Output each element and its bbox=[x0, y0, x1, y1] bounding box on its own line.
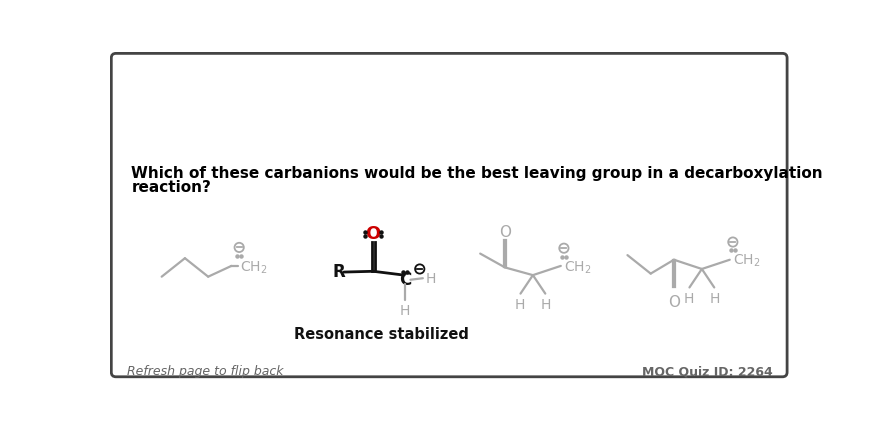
Text: C: C bbox=[398, 271, 410, 289]
Text: Which of these carbanions would be the best leaving group in a decarboxylation: Which of these carbanions would be the b… bbox=[132, 166, 822, 181]
Text: H: H bbox=[425, 272, 436, 286]
Text: MOC Quiz ID: 2264: MOC Quiz ID: 2264 bbox=[642, 365, 773, 378]
Text: R: R bbox=[332, 263, 346, 281]
Text: O: O bbox=[667, 295, 679, 310]
Text: H: H bbox=[682, 292, 693, 306]
FancyBboxPatch shape bbox=[111, 54, 786, 377]
Text: reaction?: reaction? bbox=[132, 181, 211, 195]
Text: H: H bbox=[540, 298, 551, 312]
Text: CH$_2$: CH$_2$ bbox=[563, 259, 591, 276]
Text: H: H bbox=[399, 304, 410, 318]
Text: H: H bbox=[709, 292, 719, 306]
Text: H: H bbox=[514, 298, 524, 312]
Text: O: O bbox=[365, 226, 381, 243]
Text: CH$_2$: CH$_2$ bbox=[239, 259, 267, 276]
Circle shape bbox=[234, 243, 244, 252]
Text: O: O bbox=[498, 225, 510, 239]
Circle shape bbox=[727, 238, 737, 247]
Text: CH$_2$: CH$_2$ bbox=[732, 253, 759, 270]
Circle shape bbox=[415, 264, 424, 273]
Text: Resonance stabilized: Resonance stabilized bbox=[293, 327, 468, 342]
Circle shape bbox=[559, 244, 568, 253]
Text: Refresh page to flip back: Refresh page to flip back bbox=[126, 365, 283, 378]
